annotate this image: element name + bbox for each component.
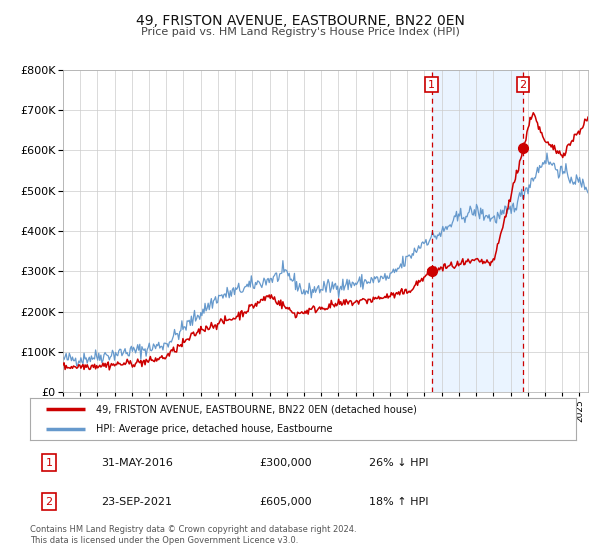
Text: Contains HM Land Registry data © Crown copyright and database right 2024.
This d: Contains HM Land Registry data © Crown c… bbox=[30, 525, 356, 545]
Text: HPI: Average price, detached house, Eastbourne: HPI: Average price, detached house, East… bbox=[95, 424, 332, 434]
Text: 1: 1 bbox=[428, 80, 435, 90]
Text: 2: 2 bbox=[520, 80, 527, 90]
Text: 1: 1 bbox=[46, 458, 53, 468]
Text: 49, FRISTON AVENUE, EASTBOURNE, BN22 0EN (detached house): 49, FRISTON AVENUE, EASTBOURNE, BN22 0EN… bbox=[95, 404, 416, 414]
Text: £300,000: £300,000 bbox=[259, 458, 312, 468]
Text: Price paid vs. HM Land Registry's House Price Index (HPI): Price paid vs. HM Land Registry's House … bbox=[140, 27, 460, 37]
Text: 49, FRISTON AVENUE, EASTBOURNE, BN22 0EN: 49, FRISTON AVENUE, EASTBOURNE, BN22 0EN bbox=[136, 14, 464, 28]
Text: 18% ↑ HPI: 18% ↑ HPI bbox=[368, 497, 428, 507]
Text: 23-SEP-2021: 23-SEP-2021 bbox=[101, 497, 172, 507]
Text: £605,000: £605,000 bbox=[259, 497, 312, 507]
Text: 26% ↓ HPI: 26% ↓ HPI bbox=[368, 458, 428, 468]
Text: 2: 2 bbox=[46, 497, 53, 507]
Bar bbox=[432, 70, 523, 392]
Text: 31-MAY-2016: 31-MAY-2016 bbox=[101, 458, 173, 468]
